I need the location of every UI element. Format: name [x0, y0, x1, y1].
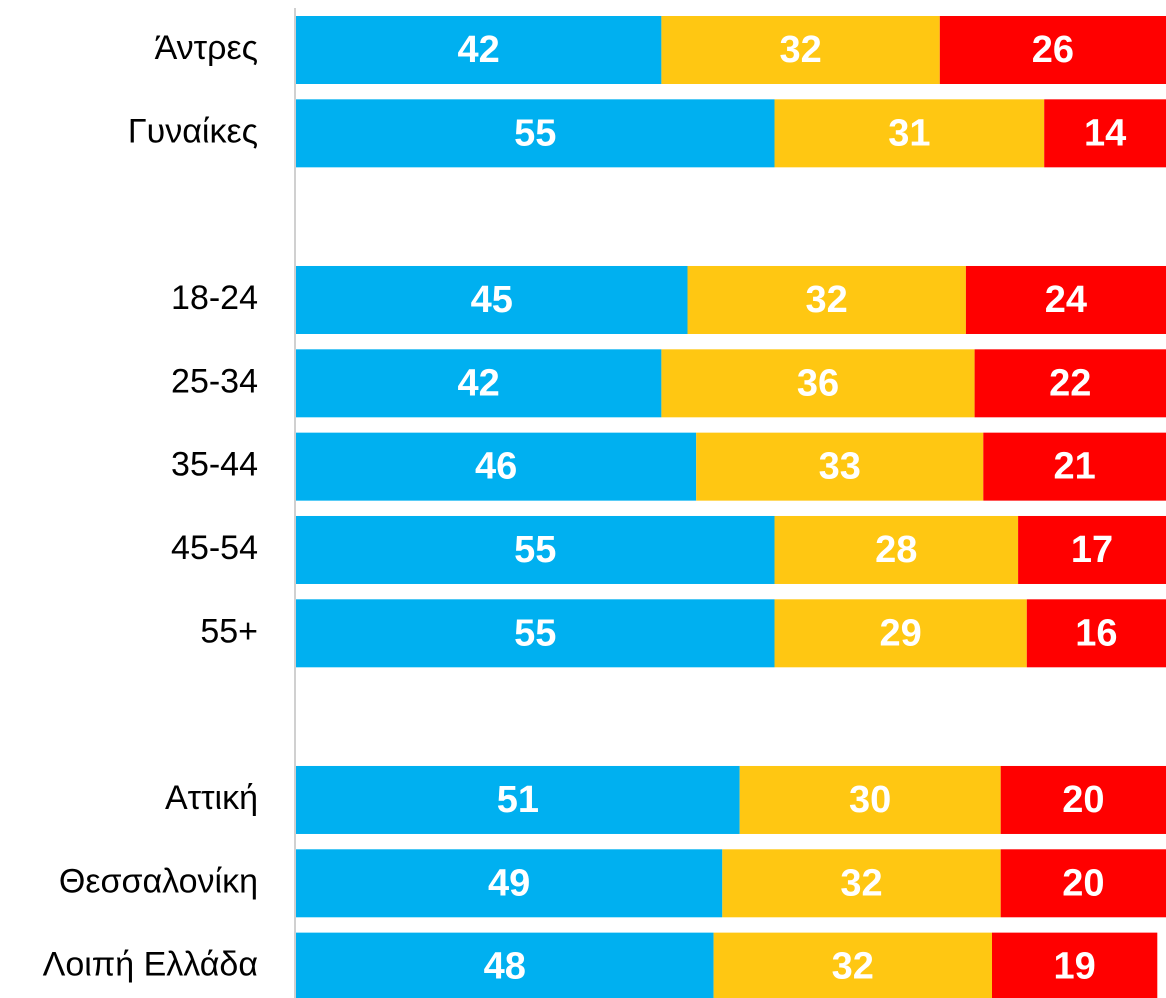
- bar-segment: [296, 515, 775, 584]
- category-label: Λοιπή Ελλάδα: [43, 946, 258, 984]
- value-label: 32: [806, 279, 848, 321]
- category-label: 25-34: [171, 362, 258, 400]
- bar-segment: [774, 99, 1045, 168]
- value-label: 32: [840, 862, 882, 904]
- bar-segment: [722, 849, 1001, 918]
- category-label: 55+: [200, 612, 258, 650]
- value-label: 31: [888, 112, 930, 154]
- value-label: 51: [497, 779, 539, 821]
- bar-segment: [974, 349, 1166, 418]
- bar-segment: [992, 932, 1158, 998]
- value-label: 49: [488, 862, 530, 904]
- value-label: 32: [779, 29, 821, 71]
- value-label: 16: [1075, 612, 1117, 654]
- value-label: 36: [797, 362, 839, 404]
- value-label: 17: [1071, 529, 1113, 571]
- value-label: 14: [1084, 112, 1126, 154]
- bar-segment: [965, 265, 1166, 334]
- category-label: Άντρες: [155, 29, 258, 67]
- bar-segment: [296, 349, 662, 418]
- value-label: 20: [1062, 779, 1104, 821]
- bar-segment: [696, 432, 984, 501]
- category-label: Αττική: [165, 779, 258, 817]
- value-label: 19: [1054, 946, 1096, 988]
- value-label: 55: [514, 529, 556, 571]
- value-label: 22: [1049, 362, 1091, 404]
- category-label: 45-54: [171, 529, 258, 567]
- bar-segment: [774, 599, 1027, 668]
- bar-segment: [713, 932, 992, 998]
- category-label: Θεσσαλονίκη: [59, 862, 258, 900]
- value-label: 42: [458, 29, 500, 71]
- bar-segment: [1018, 515, 1166, 584]
- bar-segment: [983, 432, 1166, 501]
- value-label: 30: [849, 779, 891, 821]
- bar-segment: [296, 765, 740, 834]
- bar-segment: [661, 16, 940, 84]
- bar-segment: [939, 16, 1166, 84]
- bar-segment: [1044, 99, 1166, 168]
- bar-segment: [687, 265, 966, 334]
- value-label: 26: [1032, 29, 1074, 71]
- value-label: 21: [1054, 446, 1096, 488]
- value-label: 45: [471, 279, 513, 321]
- bar-segment: [1000, 765, 1166, 834]
- bar-segment: [296, 16, 662, 84]
- bar-segment: [661, 349, 975, 418]
- bar-segment: [296, 849, 723, 918]
- value-label: 28: [875, 529, 917, 571]
- bar-segment: [1026, 599, 1166, 668]
- bar-segment: [774, 515, 1019, 584]
- value-label: 48: [484, 946, 526, 988]
- bar-segment: [296, 599, 775, 668]
- value-label: 29: [880, 612, 922, 654]
- bar-segment: [296, 432, 697, 501]
- bar-segment: [296, 99, 775, 168]
- value-label: 42: [458, 362, 500, 404]
- bar-segment: [1000, 849, 1166, 918]
- category-label: Γυναίκες: [128, 112, 258, 150]
- value-label: 55: [514, 112, 556, 154]
- value-label: 46: [475, 446, 517, 488]
- value-label: 33: [819, 446, 861, 488]
- category-label: 18-24: [171, 279, 258, 317]
- bar-segment: [739, 765, 1001, 834]
- value-label: 24: [1045, 279, 1087, 321]
- bar-segment: [296, 265, 688, 334]
- category-label: 35-44: [171, 446, 258, 484]
- value-label: 32: [832, 946, 874, 988]
- value-label: 20: [1062, 862, 1104, 904]
- value-label: 55: [514, 612, 556, 654]
- bar-segment: [296, 932, 714, 998]
